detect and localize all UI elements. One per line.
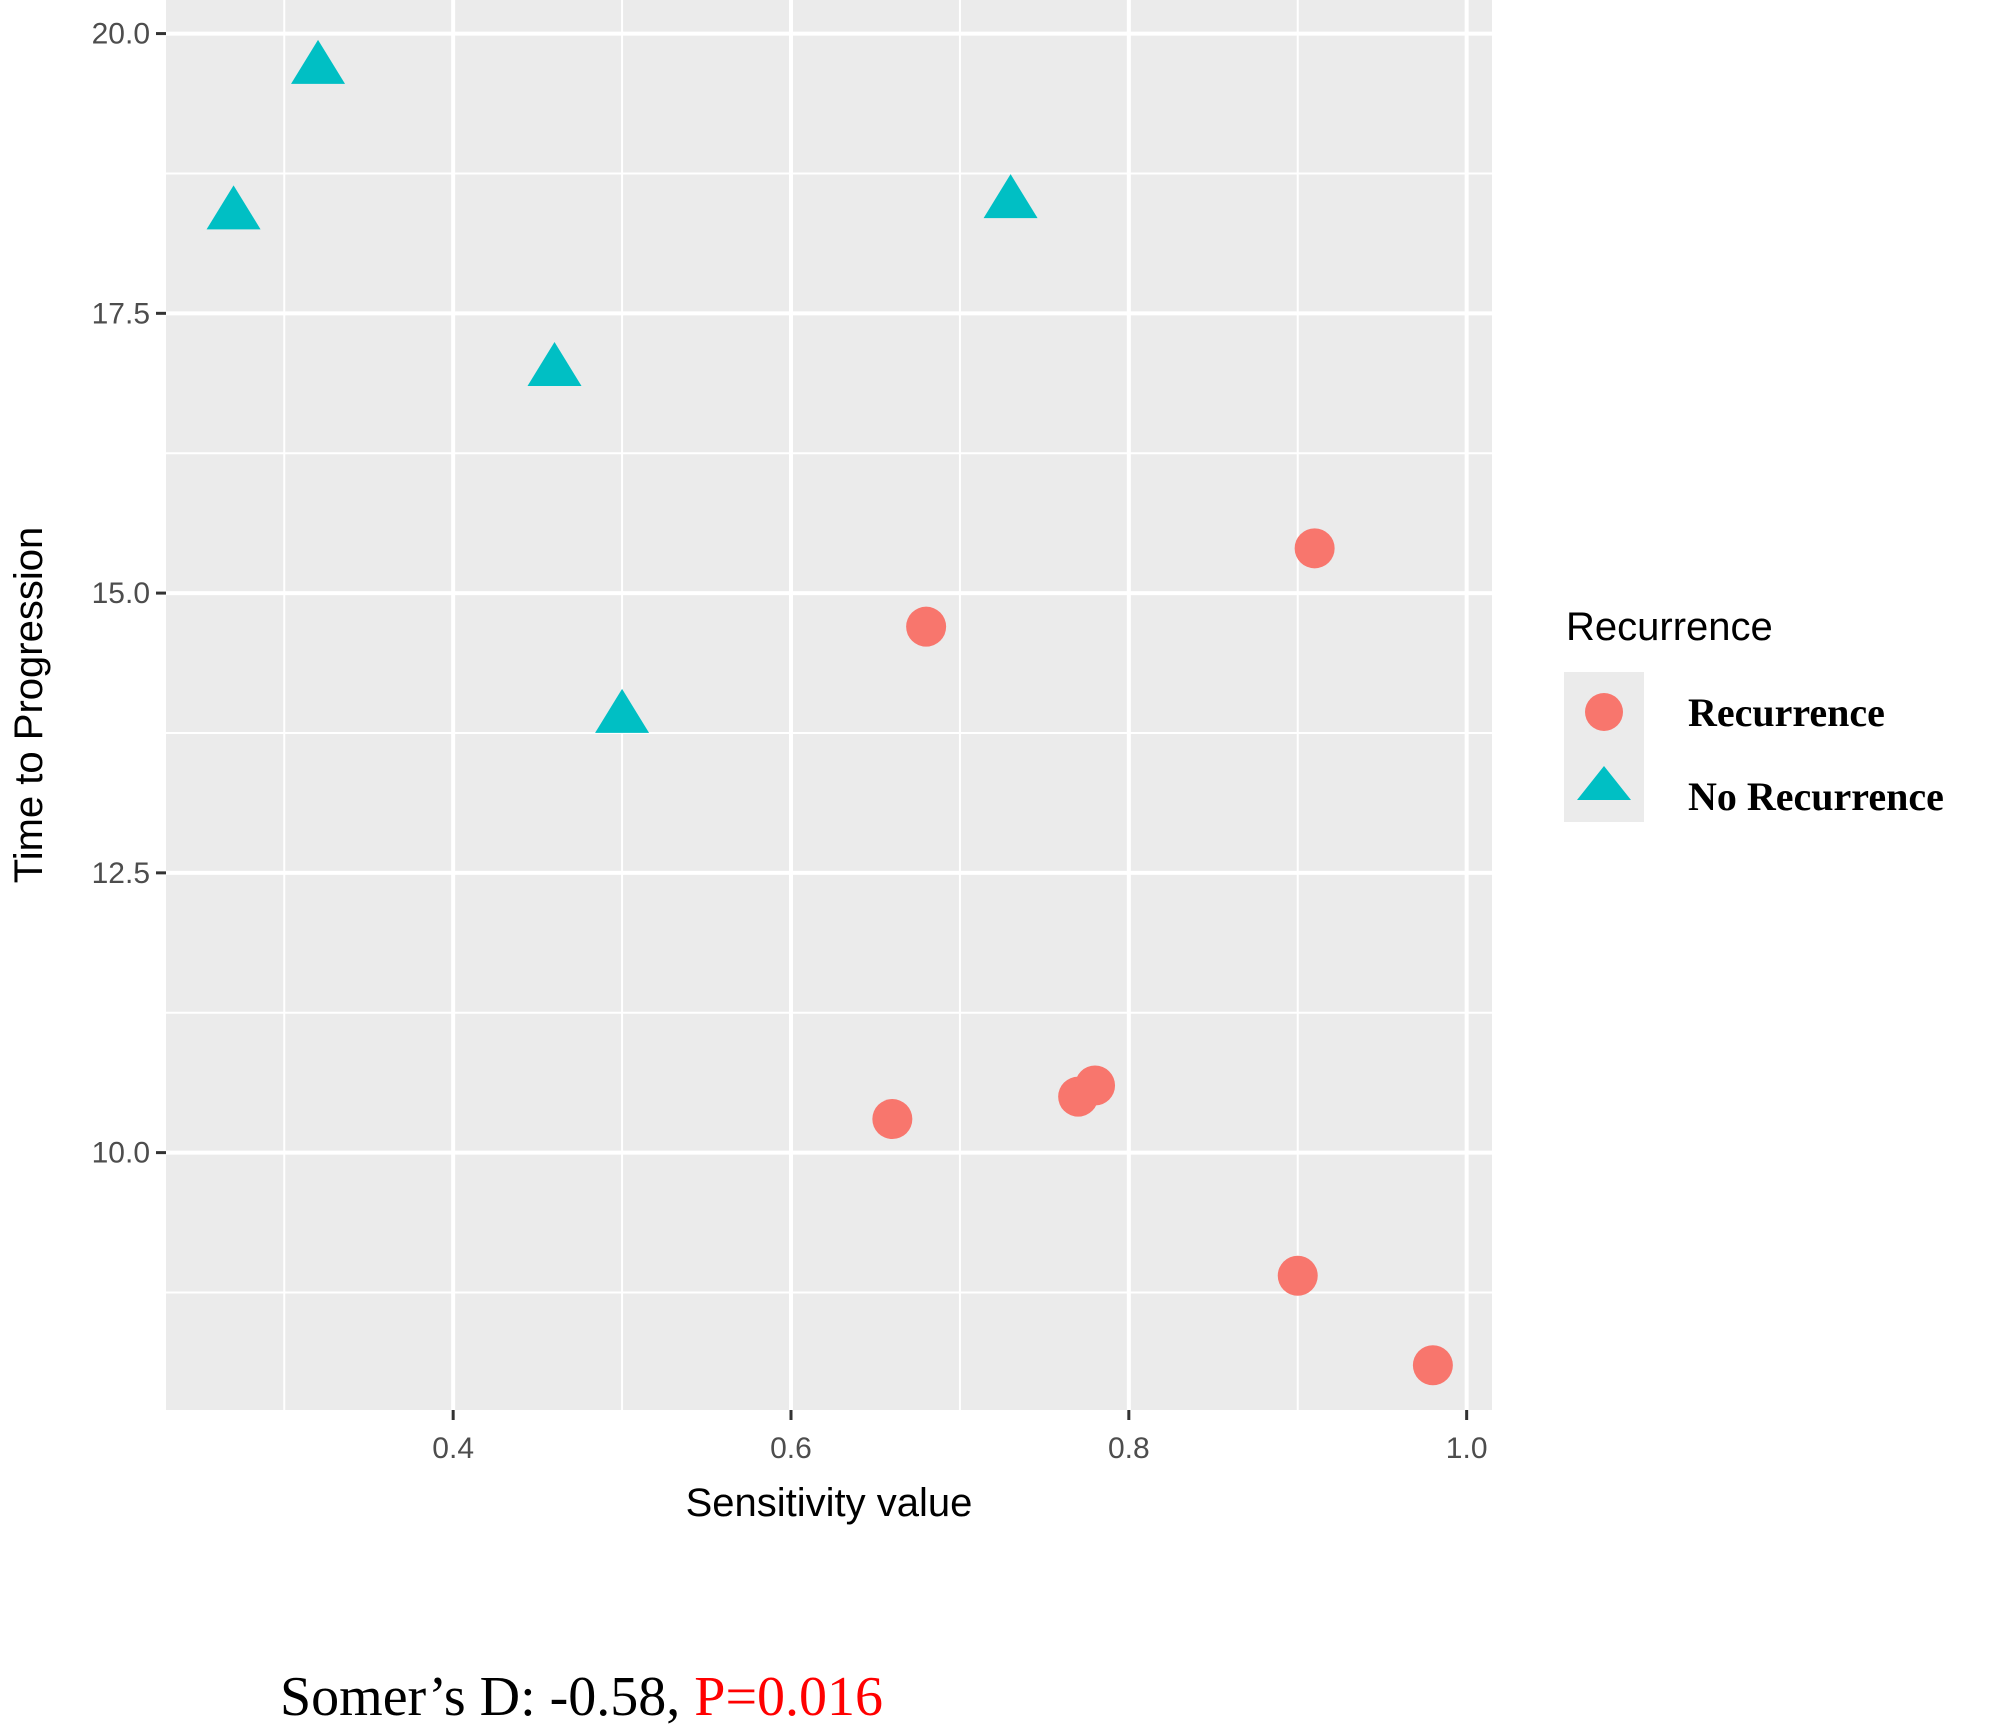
y-tick-label: 10.0: [92, 1137, 150, 1170]
y-tick-label: 20.0: [92, 18, 150, 51]
point-no-recurrence: [983, 174, 1038, 219]
major-gridlines: [166, 0, 1492, 1410]
legend-title: Recurrence: [1566, 605, 1773, 649]
legend: Recurrence Recurrence No Recurrence: [1564, 605, 1944, 822]
point-recurrence: [906, 606, 947, 647]
x-axis-ticks: 0.4 0.6 0.8 1.0: [432, 1410, 1488, 1465]
somers-d-text: Somer’s D: -0.58,: [280, 1666, 694, 1728]
point-recurrence: [1277, 1255, 1318, 1296]
y-axis-ticks: 10.0 12.5 15.0 17.5 20.0: [92, 18, 166, 1170]
point-recurrence: [1294, 528, 1335, 569]
legend-marker-no-recurrence: [1577, 766, 1631, 800]
legend-label-recurrence: Recurrence: [1688, 690, 1885, 735]
x-tick-label: 0.6: [770, 1432, 812, 1465]
point-recurrence: [1075, 1065, 1116, 1106]
point-no-recurrence: [206, 185, 261, 230]
x-tick-label: 0.8: [1108, 1432, 1150, 1465]
data-points: [206, 39, 1453, 1386]
point-no-recurrence: [291, 39, 346, 84]
legend-marker-recurrence: [1585, 693, 1623, 731]
point-no-recurrence: [527, 342, 582, 387]
x-tick-label: 1.0: [1446, 1432, 1488, 1465]
y-tick-label: 17.5: [92, 297, 150, 330]
p-value-text: P=0.016: [694, 1666, 883, 1728]
y-axis-title: Time to Progression: [7, 527, 51, 883]
y-tick-label: 12.5: [92, 857, 150, 890]
x-axis-title: Sensitivity value: [686, 1481, 973, 1525]
y-tick-label: 15.0: [92, 577, 150, 610]
point-recurrence: [872, 1099, 913, 1140]
statistic-annotation: Somer’s D: -0.58, P=0.016: [280, 1666, 883, 1728]
point-no-recurrence: [595, 688, 650, 733]
plot-panel: [166, 0, 1492, 1410]
point-recurrence: [1412, 1345, 1453, 1386]
minor-gridlines: [166, 0, 1492, 1410]
legend-label-no-recurrence: No Recurrence: [1688, 774, 1944, 819]
x-tick-label: 0.4: [432, 1432, 474, 1465]
